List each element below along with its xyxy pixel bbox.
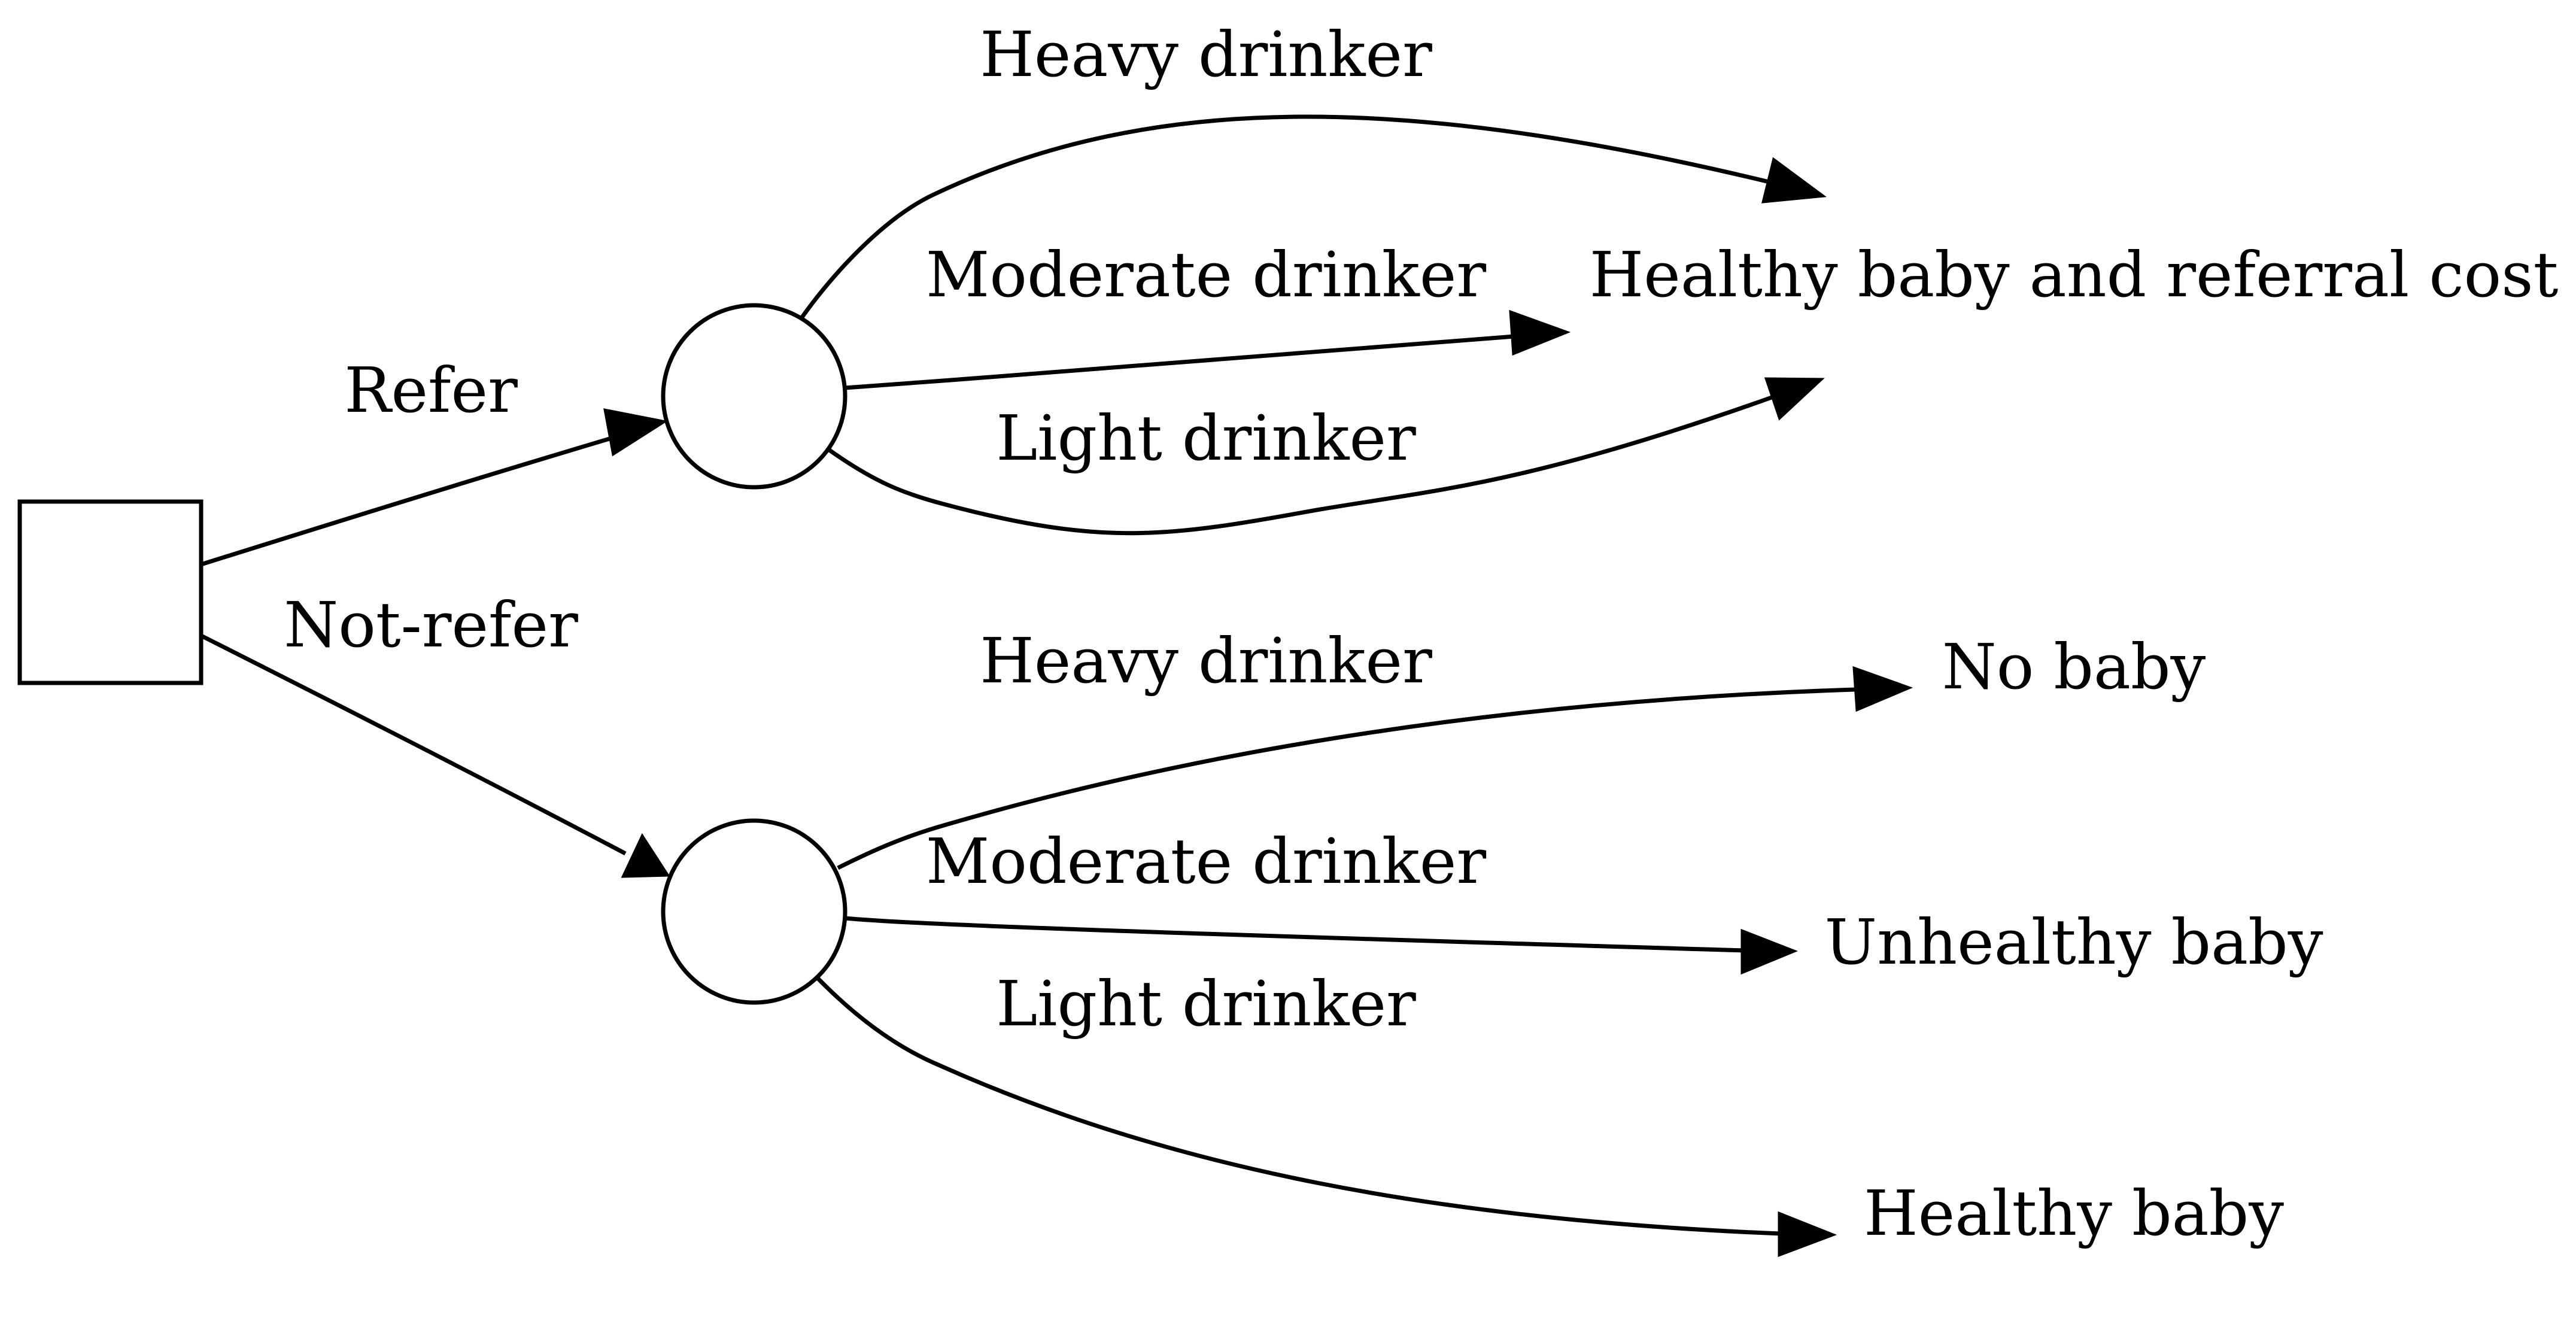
edge-not-refer (200, 633, 627, 856)
arrowhead-refer-moderate (1509, 309, 1571, 356)
label-refer: Refer (344, 354, 518, 427)
label-refer-light-drinker: Light drinker (996, 402, 1416, 475)
edge-not-refer-light (815, 976, 1796, 1237)
arrowhead-refer-heavy (1761, 157, 1827, 204)
arrowhead-refer-light (1764, 377, 1825, 421)
result-healthy-baby: Healthy baby (1864, 1177, 2284, 1250)
edge-refer-heavy (800, 114, 1772, 319)
edge-not-refer-heavy (837, 687, 1856, 870)
label-not-refer: Not-refer (284, 588, 578, 661)
arrowhead-not-refer (621, 833, 670, 878)
label-refer-moderate-drinker: Moderate drinker (926, 238, 1486, 311)
result-healthy-baby-and-referral-cost: Healthy baby and referral cost (1590, 238, 2559, 311)
edge-refer (200, 433, 620, 567)
edge-not-refer-moderate (845, 916, 1766, 953)
result-no-baby: No baby (1942, 630, 2206, 703)
arrowhead-not-refer-heavy (1852, 666, 1913, 712)
chance-node-refer (661, 303, 847, 490)
label-not-refer-moderate-drinker: Moderate drinker (926, 825, 1486, 898)
edge-refer-moderate (845, 334, 1515, 390)
edge-refer-light (826, 395, 1773, 536)
arrowhead-not-refer-moderate (1740, 928, 1799, 975)
label-not-refer-light-drinker: Light drinker (996, 967, 1416, 1040)
decision-node (17, 499, 203, 685)
chance-node-not-refer (661, 818, 847, 1005)
arrowhead-refer (603, 408, 668, 457)
arrowhead-not-refer-light (1778, 1211, 1837, 1258)
label-not-refer-heavy-drinker: Heavy drinker (980, 624, 1432, 697)
result-unhealthy-baby: Unhealthy baby (1825, 906, 2323, 979)
label-refer-heavy-drinker: Heavy drinker (980, 18, 1432, 91)
